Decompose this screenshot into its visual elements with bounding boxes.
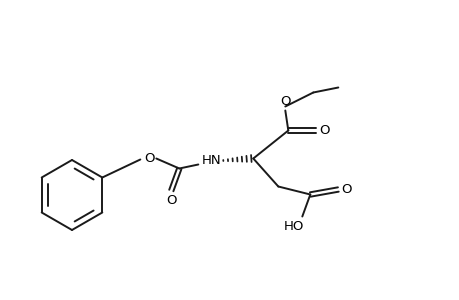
Text: O: O (280, 95, 290, 108)
Text: HN: HN (201, 154, 221, 167)
Text: HO: HO (284, 220, 304, 233)
Text: O: O (340, 183, 351, 196)
Text: O: O (144, 152, 154, 165)
Text: O: O (319, 124, 329, 137)
Text: O: O (166, 194, 176, 207)
